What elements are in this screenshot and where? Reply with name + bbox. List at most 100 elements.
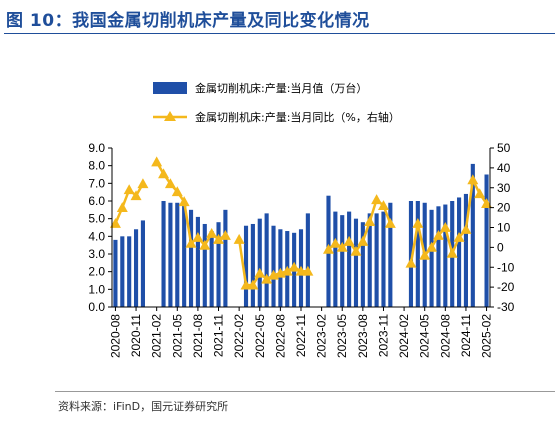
yoy-point-2024-04 xyxy=(412,218,424,228)
bar-2021-12 xyxy=(223,209,228,307)
bar-2021-08 xyxy=(195,216,200,307)
bar-2021-04 xyxy=(168,202,173,307)
yoy-point-2021-06 xyxy=(178,196,190,207)
yoy-point-2023-08 xyxy=(357,235,369,246)
yoy-point-2024-07 xyxy=(432,229,444,240)
yoy-line-segment xyxy=(409,178,488,264)
yoy-point-2023-03 xyxy=(322,243,334,254)
y-left-tick-label: 9.0 xyxy=(88,141,105,155)
yoy-point-2021-09 xyxy=(199,239,211,250)
bar-2021-03 xyxy=(161,201,166,307)
yoy-point-2022-12 xyxy=(302,265,314,276)
bar-2021-11 xyxy=(216,222,221,307)
yoy-point-2023-09 xyxy=(364,216,376,226)
bar-2023-07 xyxy=(353,218,359,307)
bar-2024-06 xyxy=(429,209,434,307)
yoy-point-2024-10 xyxy=(453,231,465,242)
bar-2024-11 xyxy=(463,193,468,307)
yoy-point-2024-06 xyxy=(426,241,438,252)
bar-2023-05 xyxy=(340,215,345,307)
x-tick-label: 2024-02 xyxy=(397,314,411,358)
yoy-point-2021-02 xyxy=(151,156,163,167)
bar-2023-10 xyxy=(374,213,379,307)
y-left-tick-label: 0.0 xyxy=(88,300,105,314)
bar-2020-10 xyxy=(127,236,132,307)
x-tick-label: 2021-02 xyxy=(150,314,164,358)
x-tick-label: 2022-05 xyxy=(253,314,267,358)
title-underline xyxy=(4,33,555,34)
yoy-point-2023-11 xyxy=(377,200,389,211)
bar-2023-09 xyxy=(367,213,372,307)
yoy-point-2021-10 xyxy=(206,227,218,238)
yoy-point-2021-08 xyxy=(192,231,204,242)
bar-2021-05 xyxy=(175,202,180,307)
legend-bar-swatch xyxy=(153,82,187,94)
y-left-tick-label: 5.0 xyxy=(88,212,105,226)
bar-2023-06 xyxy=(347,211,352,307)
yoy-point-2022-06 xyxy=(261,273,273,284)
yoy-point-2023-07 xyxy=(350,245,362,256)
legend: 金属切削机床:产量:当月值（万台） 金属切削机床:产量:当月同比（%，右轴） xyxy=(153,81,400,124)
yoy-point-2021-11 xyxy=(213,233,225,244)
bar-2021-10 xyxy=(209,231,214,307)
y-right-tick-label: -30 xyxy=(497,300,515,314)
x-tick-label: 2022-08 xyxy=(273,314,287,358)
yoy-point-2022-02 xyxy=(233,233,245,244)
legend-line-marker xyxy=(164,111,176,121)
y-left-tick-label: 8.0 xyxy=(88,159,105,173)
bar-2023-12 xyxy=(388,202,393,307)
bar-2020-12 xyxy=(140,220,145,307)
x-tick-label: 2023-08 xyxy=(356,314,370,358)
bar-2022-12 xyxy=(305,213,310,307)
yoy-point-2020-09 xyxy=(116,202,128,213)
axes: 0.0 1.0 2.0 3.0 4.0 5.0 6.0 7.0 8.0 9.0 -30 -20 -10 0… xyxy=(88,141,514,358)
yoy-point-2025-02 xyxy=(481,198,493,209)
yoy-point-2024-05 xyxy=(419,249,431,260)
x-tick-label: 2025-02 xyxy=(480,314,494,358)
bar-2024-10 xyxy=(457,197,462,307)
yoy-point-2021-12 xyxy=(219,229,231,240)
source-rule xyxy=(55,391,555,392)
yoy-point-2024-03 xyxy=(405,257,417,268)
bar-2024-04 xyxy=(415,201,420,307)
y-right-tick-label: 50 xyxy=(497,141,511,155)
yoy-point-2020-12 xyxy=(137,178,149,189)
y-left-tick-label: 2.0 xyxy=(88,265,105,279)
x-tick-label: 2024-11 xyxy=(459,314,473,357)
yoy-point-2020-08 xyxy=(109,218,121,228)
y-right-tick-label: 20 xyxy=(497,201,511,215)
y-right-tick-label: -20 xyxy=(497,280,515,294)
x-tick-label: 2022-11 xyxy=(294,314,308,357)
x-tick-label: 2021-08 xyxy=(191,314,205,358)
yoy-line-series xyxy=(109,156,493,290)
bar-2021-06 xyxy=(182,204,187,307)
yoy-point-2021-03 xyxy=(158,168,170,179)
bar-2021-09 xyxy=(202,223,207,307)
yoy-point-2024-08 xyxy=(439,222,451,232)
y-right-tick-label: 30 xyxy=(497,181,511,195)
x-tick-label: 2023-02 xyxy=(315,314,329,358)
figure-title: 图 10：我国金属切削机床产量及同比变化情况 xyxy=(6,11,370,31)
yoy-point-2024-11 xyxy=(460,223,472,234)
bar-2024-08 xyxy=(443,204,448,307)
bar-2020-08 xyxy=(113,239,118,307)
yoy-point-2023-05 xyxy=(336,241,348,252)
x-tick-label: 2020-11 xyxy=(129,314,143,357)
x-tick-label: 2023-11 xyxy=(376,314,390,357)
bar-2023-11 xyxy=(381,211,386,307)
bar-2022-07 xyxy=(271,225,276,307)
yoy-point-2025-01 xyxy=(474,188,486,199)
y-right-tick-label: 0 xyxy=(497,240,504,254)
x-tick-label: 2023-05 xyxy=(335,314,349,358)
yoy-point-2022-04 xyxy=(247,279,259,290)
y-left-tick-label: 1.0 xyxy=(88,282,105,296)
x-tick-label: 2024-08 xyxy=(438,314,452,358)
yoy-point-2021-05 xyxy=(171,186,183,197)
legend-bar-label: 金属切削机床:产量:当月值（万台） xyxy=(195,81,367,95)
x-tick-label: 2021-11 xyxy=(212,314,226,357)
bar-2024-12 xyxy=(470,163,475,307)
yoy-point-2023-04 xyxy=(329,237,341,248)
bar-2024-03 xyxy=(408,201,414,307)
y-left-tick-label: 6.0 xyxy=(88,194,105,208)
